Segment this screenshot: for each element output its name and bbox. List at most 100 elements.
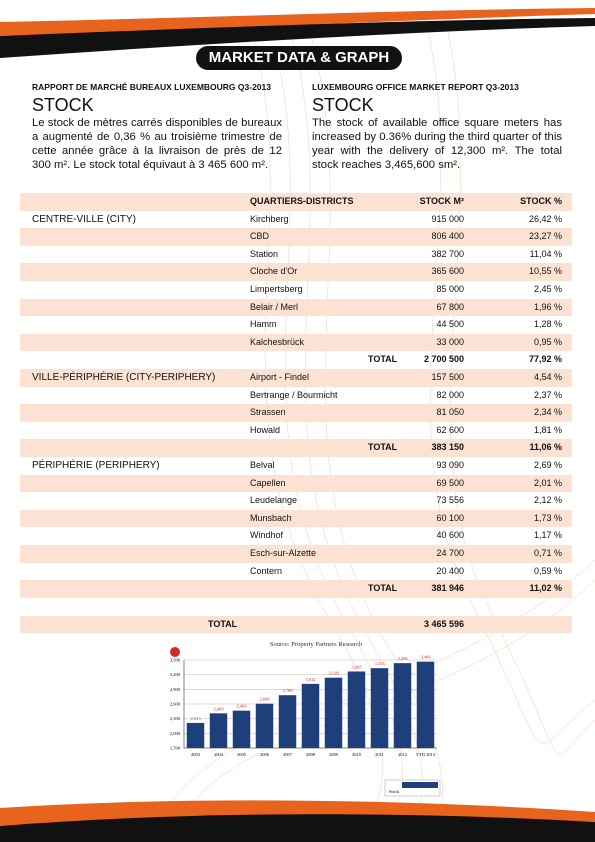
stock-m2: 40 600 [436,530,464,541]
bar [324,677,343,748]
stock-m2: 382 700 [431,248,464,259]
x-tick-label: YTD 2013 [416,752,436,757]
table-row: Kalchesbrück 33 000 0,95 % [20,333,572,352]
bar [393,663,412,748]
district: Esch-sur-Alzette [250,548,317,558]
table-row: Limpertsberg 85 000 2,45 % [20,281,572,299]
bar [209,713,228,748]
table-row: VILLE-PÉRIPHÉRIE (CITY-PERIPHERY) Airport… [20,369,572,387]
stock-pct: 11,04 % [529,248,562,259]
district: Kalchesbrück [250,336,305,347]
total-stock: 383 150 [431,442,464,453]
stock-pct: 1,73 % [533,512,562,523]
stock-pct: 26,42 % [528,213,562,224]
table-row: CBD 806 400 23,27 % [20,228,572,246]
table-row: CENTRE-VILLE (CITY) Kirchberg 915 000 26,42… [20,211,572,229]
column: RAPPORT DE MARCHÉ BUREAUX LUXEMBOURG Q3-… [32,82,282,172]
stock-m2: 806 400 [431,231,464,242]
table-row: Munsbach 60 100 1,73 % [20,509,572,528]
table-row: Leudelange 73 556 2,12 % [20,492,572,510]
x-tick-label: 2011 [375,752,384,757]
district: Airport - Findel [250,372,310,382]
table-row: Belair / Merl 67 800 1,96 % [20,298,572,317]
total-stock: 2 700 500 [423,354,464,365]
stock-m2: 73 556 [436,495,464,506]
paragraph: Le stock de mètres carrés disponibles de… [32,117,282,171]
stock-m2: 81 050 [436,407,464,418]
stock-pct: 2,34 % [533,407,562,418]
stock-pct: 1,81 % [533,424,562,435]
stock-pct: 2,37 % [533,389,562,400]
report-label: LUXEMBOURG OFFICE MARKET REPORT Q3-2013 [312,82,519,92]
value-label: 3,436 [397,656,408,662]
bar [370,668,389,748]
table-row: Esch-sur-Alzette 24 700 0,71 % [20,545,572,563]
district: Hamm [250,319,277,330]
total-label: TOTAL [368,583,398,594]
value-label: 3,333 [374,661,385,667]
bar [347,671,366,748]
stock-m2: 20 400 [436,565,464,576]
value-label: 2,213 [190,716,201,722]
bar [416,661,435,748]
total-stock: 381 946 [431,583,464,594]
x-tick-label: 2003 [191,752,201,757]
district: Belval [250,460,275,470]
district: Contern [250,565,283,576]
bar [278,695,297,748]
bar [232,710,251,748]
column-header: STOCK M² [419,196,464,206]
stock-pct: 2,01 % [533,477,562,488]
district: CBD [250,231,270,242]
report-label: RAPPORT DE MARCHÉ BUREAUX LUXEMBOURG Q3-… [32,82,271,92]
table-row: Cloche d'Or 365 600 10,55 % [20,263,572,281]
group-label: CENTRE-VILLE (CITY) [32,213,136,225]
value-label: 3,138 [328,671,339,677]
legend-label: Stock [389,789,400,794]
stock-pct: 0,95 % [533,336,562,347]
stock-pct: 1,17 % [533,530,562,541]
district: Munsbach [250,512,292,523]
column-header: STOCK % [520,196,562,206]
value-label: 2,409 [213,706,224,712]
stock-pct: 10,55 % [528,266,562,277]
table-row: TOTAL 383 150 11,06 % [20,439,572,457]
stock-m2: 85 000 [436,284,464,294]
column-header: QUARTIERS-DISTRICTS [250,196,354,206]
stock-pct: 2,12 % [533,495,562,506]
value-label: 2,464 [236,704,247,710]
y-tick-label: 3,200 [170,672,181,678]
x-tick-label: 2007 [283,752,293,757]
district: Station [250,248,279,259]
table-row: TOTAL 381 946 11,02 % [20,580,572,598]
stock-m2: 93 090 [436,460,464,470]
total-pct: 77,92 % [528,354,562,365]
stock-m2: 60 100 [436,512,464,523]
total-pct: 11,02 % [529,583,562,594]
table-row: Hamm 44 500 1,28 % [20,316,572,334]
x-tick-label: 2010 [352,752,362,757]
table-row: Station 382 700 11,04 % [20,246,572,264]
table-row: Bertrange / Bourmicht 82 000 2,37 % [20,387,572,405]
stock-pct: 4,54 % [533,372,562,382]
district: Kirchberg [250,213,289,224]
district: Windhof [250,530,284,541]
district: Howald [250,424,281,435]
table-row: TOTAL 3 465 596 [20,615,572,634]
group-label: PÉRIPHÉRIE (PERIPHERY) [32,460,160,471]
stock-m2: 69 500 [436,477,464,488]
logo [170,647,180,657]
y-tick-label: 2,000 [170,731,181,737]
value-label: 3,466 [420,655,431,661]
stock-m2: 157 500 [431,372,464,382]
table-row: TOTAL 2 700 500 77,92 % [20,351,572,369]
grand-total-label: TOTAL [208,618,238,629]
heading: STOCK [312,95,374,115]
table-row: PÉRIPHÉRIE (PERIPHERY) Belval 93 090 2,69 % [20,457,572,475]
stock-pct: 1,28 % [533,319,562,330]
y-tick-label: 2,300 [170,716,181,722]
stock-pct: 1,96 % [533,301,562,312]
district: Belair / Merl [250,301,299,312]
